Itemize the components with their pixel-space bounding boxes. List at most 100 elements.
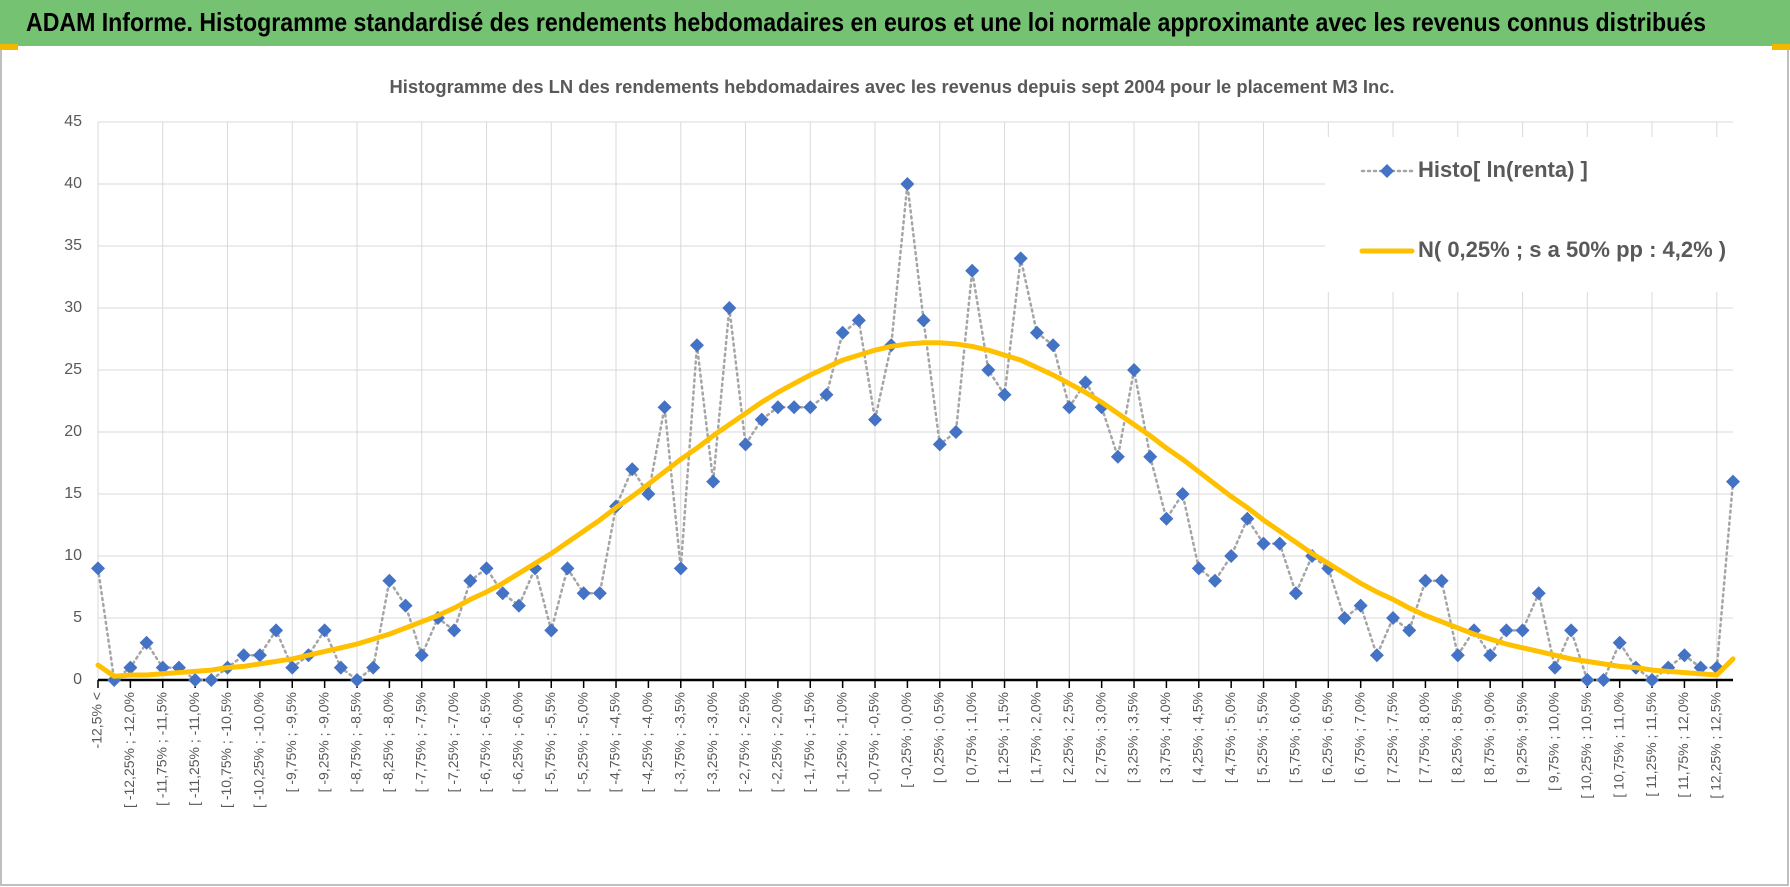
x-tick-label: [ -5,75% ; -5,5% — [542, 692, 558, 792]
data-point — [1110, 449, 1125, 464]
data-point — [366, 660, 381, 675]
chart-title: Histogramme des LN des rendements hebdom… — [390, 77, 1395, 97]
data-point — [997, 387, 1012, 402]
y-tick-label: 45 — [64, 113, 82, 130]
data-point — [285, 660, 300, 675]
data-point — [1159, 511, 1174, 526]
data-point — [1580, 673, 1595, 687]
data-point — [657, 400, 672, 415]
x-tick-label: [ -0,75% ; -0,5% — [866, 692, 882, 792]
x-tick-label: [ 9,75% ; 10,0% — [1546, 692, 1562, 791]
x-tick-label: [ 3,75% ; 4,0% — [1157, 692, 1173, 783]
data-point — [1207, 573, 1222, 588]
data-point — [1272, 536, 1287, 551]
x-tick-label: [ -2,25% ; -2,0% — [769, 692, 785, 792]
data-point — [463, 573, 478, 588]
x-tick-label: [ -3,75% ; -3,5% — [671, 692, 687, 792]
x-tick-label: [ 6,75% ; 7,0% — [1351, 692, 1367, 783]
data-point — [1612, 635, 1627, 650]
x-tick-label: [ -2,75% ; -2,5% — [736, 692, 752, 792]
data-point — [1564, 623, 1579, 638]
data-point — [1127, 363, 1142, 377]
data-point — [1256, 536, 1271, 551]
legend-marker — [1380, 164, 1394, 178]
x-tick-label: [ -4,25% ; -4,0% — [639, 692, 655, 792]
legend: Histo[ ln(renta) ] N( 0,25% ; s a 50% pp … — [1325, 137, 1735, 292]
x-tick-label: [ -6,75% ; -6,5% — [477, 692, 493, 792]
data-point — [1677, 648, 1692, 663]
data-point — [1353, 598, 1368, 613]
data-point — [625, 462, 640, 477]
x-tick-label: [ -9,75% ; -9,5% — [283, 692, 299, 792]
x-tick-label: [ -3,25% ; -3,0% — [704, 692, 720, 792]
y-tick-label: 15 — [64, 485, 82, 502]
y-tick-label: 35 — [64, 237, 82, 254]
data-point — [236, 648, 251, 663]
data-point — [269, 623, 284, 638]
data-point — [1288, 586, 1303, 601]
data-point — [916, 313, 931, 328]
data-point — [754, 412, 769, 427]
data-point — [1515, 623, 1530, 638]
x-tick-label: [ -4,75% ; -4,5% — [607, 692, 623, 792]
x-tick-label: [ 5,75% ; 6,0% — [1287, 692, 1303, 783]
data-point — [1596, 673, 1611, 687]
x-tick-label: [ -8,75% ; -8,5% — [348, 692, 364, 792]
x-tick-label: -12,5% < — [89, 692, 105, 748]
data-point — [1191, 561, 1206, 576]
data-point — [592, 586, 607, 601]
data-point — [981, 363, 996, 377]
data-point — [787, 400, 802, 415]
x-tick-label: [ 11,25% ; 11,5% — [1643, 692, 1659, 797]
data-point — [835, 325, 850, 340]
x-tick-label: [ -9,25% ; -9,0% — [315, 692, 331, 792]
x-tick-label: [ 8,25% ; 8,5% — [1449, 692, 1465, 783]
data-point — [333, 660, 348, 675]
x-tick-label: [ 0,75% ; 1,0% — [963, 692, 979, 783]
data-point — [1434, 573, 1449, 588]
data-point — [1450, 648, 1465, 663]
data-point — [382, 573, 397, 588]
header-title: ADAM Informe. Histogramme standardisé de… — [26, 7, 1706, 37]
x-tick-label: [ 2,25% ; 2,5% — [1060, 692, 1076, 783]
data-point — [770, 400, 785, 415]
x-tick-label: [ 7,75% ; 8,0% — [1416, 692, 1432, 783]
data-point — [1483, 648, 1498, 663]
x-tick-label: [ 5,25% ; 5,5% — [1254, 692, 1270, 783]
x-tick-label: [ -7,75% ; -7,5% — [412, 692, 428, 792]
y-tick-label: 5 — [73, 609, 82, 626]
data-point — [641, 487, 656, 501]
data-point — [1078, 375, 1093, 390]
data-point — [398, 598, 413, 613]
y-tick-label: 10 — [64, 547, 82, 564]
x-tick-label: [ 11,75% ; 12,0% — [1675, 692, 1691, 798]
y-tick-label: 25 — [64, 361, 82, 378]
data-point — [1726, 474, 1740, 489]
x-tick-label: [ -5,25% ; -5,0% — [574, 692, 590, 792]
data-point — [123, 660, 138, 675]
data-point — [447, 623, 462, 638]
data-point — [1224, 549, 1239, 563]
data-point — [948, 425, 963, 439]
x-tick-label: [ 1,75% ; 2,0% — [1028, 692, 1044, 783]
data-point — [1645, 673, 1660, 687]
data-point — [560, 561, 575, 576]
x-tick-label: [ -8,25% ; -8,0% — [380, 692, 396, 792]
x-tick-label: [ -0,25% ; 0,0% — [898, 692, 914, 788]
data-point — [1531, 586, 1546, 601]
data-point — [252, 648, 267, 663]
y-tick-label: 40 — [64, 175, 82, 192]
x-tick-label: [ 9,25% ; 9,5% — [1513, 692, 1529, 783]
data-point — [479, 561, 494, 576]
x-tick-label: [ -11,75% ; -11,5% — [153, 692, 169, 806]
x-tick-label: [ -10,25% ; -10,0% — [251, 692, 267, 808]
data-point — [965, 263, 980, 278]
x-tick-label: [ -11,25% ; -11,0% — [186, 692, 202, 806]
x-tick-label: [ 4,25% ; 4,5% — [1189, 692, 1205, 783]
x-tick-label: [ 7,25% ; 7,5% — [1384, 692, 1400, 783]
data-point — [673, 561, 688, 576]
y-tick-label: 20 — [64, 423, 82, 440]
x-tick-label: [ 4,75% ; 5,0% — [1222, 692, 1238, 783]
data-point — [819, 387, 834, 402]
legend-box — [1325, 137, 1735, 292]
